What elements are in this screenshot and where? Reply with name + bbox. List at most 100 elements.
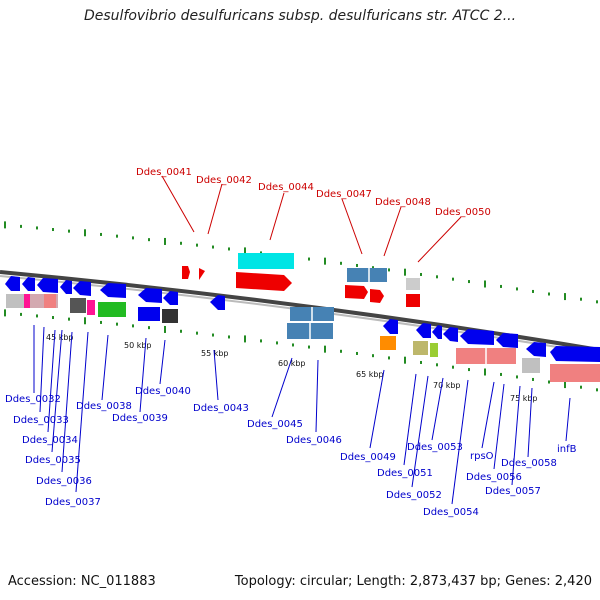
genome-summary-text: Topology: circular; Length: 2,873,437 bp… bbox=[234, 574, 592, 589]
gene-label-bottom[interactable]: Ddes_0054 bbox=[423, 507, 479, 518]
gene-label-top[interactable]: Ddes_0044 bbox=[258, 182, 314, 193]
gene-arrow[interactable] bbox=[370, 289, 384, 303]
gene-label-bottom[interactable]: Ddes_0037 bbox=[45, 497, 101, 508]
gene-arrow[interactable] bbox=[199, 268, 205, 280]
gene-label-bottom[interactable]: Ddes_0058 bbox=[501, 458, 557, 469]
track-tick bbox=[68, 317, 70, 321]
track-tick bbox=[564, 293, 566, 301]
gene-block[interactable] bbox=[87, 300, 95, 315]
track-tick bbox=[4, 221, 6, 229]
gene-block[interactable] bbox=[138, 307, 160, 321]
gene-arrow[interactable] bbox=[138, 288, 162, 303]
gene-block[interactable] bbox=[380, 336, 396, 350]
track-tick bbox=[84, 317, 86, 325]
gene-label-bottom[interactable]: Ddes_0033 bbox=[13, 415, 69, 426]
gene-label-bottom[interactable]: Ddes_0046 bbox=[286, 435, 342, 446]
forward-strand-features bbox=[182, 253, 420, 307]
track-tick bbox=[388, 268, 390, 272]
track-tick bbox=[100, 320, 102, 324]
gene-block[interactable] bbox=[24, 294, 30, 308]
track-tick bbox=[548, 292, 550, 296]
gene-label-bottom[interactable]: Ddes_0045 bbox=[247, 419, 303, 430]
gene-label-bottom[interactable]: Ddes_0052 bbox=[386, 490, 442, 501]
gene-label-top[interactable]: Ddes_0050 bbox=[435, 207, 491, 218]
gene-arrow[interactable] bbox=[5, 276, 20, 291]
gene-block[interactable] bbox=[522, 358, 540, 373]
gene-label-bottom[interactable]: Ddes_0049 bbox=[340, 452, 396, 463]
gene-block[interactable] bbox=[44, 294, 56, 308]
gene-label-bottom[interactable]: infB bbox=[557, 444, 577, 455]
gene-label-bottom[interactable]: Ddes_0057 bbox=[485, 486, 541, 497]
gene-arrow[interactable] bbox=[526, 342, 546, 357]
gene-arrow[interactable] bbox=[550, 346, 600, 362]
track-tick bbox=[484, 280, 486, 288]
gene-arrow[interactable] bbox=[443, 327, 458, 342]
gene-label-bottom[interactable]: Ddes_0038 bbox=[76, 401, 132, 412]
gene-block[interactable] bbox=[6, 294, 24, 308]
track-tick bbox=[212, 333, 214, 337]
gene-label-bottom[interactable]: Ddes_0040 bbox=[135, 386, 191, 397]
gene-label-bottom[interactable]: Ddes_0039 bbox=[112, 413, 168, 424]
track-tick bbox=[420, 360, 422, 364]
gene-arrow[interactable] bbox=[163, 291, 178, 305]
gene-block[interactable] bbox=[238, 253, 294, 269]
track-tick bbox=[228, 247, 230, 251]
gene-arrow[interactable] bbox=[73, 281, 91, 296]
gene-label-top[interactable]: Ddes_0048 bbox=[375, 197, 431, 208]
gene-arrow[interactable] bbox=[345, 285, 368, 299]
gene-label-top[interactable]: Ddes_0047 bbox=[316, 189, 372, 200]
gene-arrow[interactable] bbox=[182, 266, 190, 279]
track-tick bbox=[260, 339, 262, 343]
gene-label-bottom[interactable]: Ddes_0035 bbox=[25, 455, 81, 466]
gene-arrow[interactable] bbox=[100, 283, 126, 298]
gene-arrow[interactable] bbox=[460, 329, 494, 345]
gene-arrow[interactable] bbox=[416, 323, 431, 338]
gene-block[interactable] bbox=[550, 364, 600, 382]
track-tick bbox=[356, 351, 358, 355]
gene-arrow[interactable] bbox=[210, 295, 225, 310]
gene-block[interactable] bbox=[347, 268, 387, 282]
track-tick bbox=[340, 261, 342, 265]
track-tick bbox=[132, 236, 134, 240]
gene-arrow[interactable] bbox=[496, 333, 518, 348]
track-tick bbox=[340, 349, 342, 353]
gene-label-bottom[interactable]: Ddes_0036 bbox=[36, 476, 92, 487]
track-tick bbox=[148, 326, 150, 330]
track-tick bbox=[580, 385, 582, 389]
gene-block[interactable] bbox=[70, 298, 86, 313]
gene-label-bottom[interactable]: Ddes_0032 bbox=[5, 394, 61, 405]
bottom-labels: Ddes_0032 Ddes_0033 Ddes_0034 Ddes_0035 … bbox=[5, 386, 577, 518]
gene-arrow[interactable] bbox=[22, 277, 35, 291]
gene-arrow[interactable] bbox=[236, 272, 292, 291]
gene-block[interactable] bbox=[430, 343, 438, 357]
track-tick bbox=[116, 322, 118, 326]
gene-label-top[interactable]: Ddes_0042 bbox=[196, 175, 252, 186]
track-tick bbox=[4, 309, 6, 317]
gene-arrow[interactable] bbox=[432, 325, 442, 339]
track-tick bbox=[308, 345, 310, 349]
gene-label-bottom[interactable]: rpsO bbox=[470, 451, 494, 462]
outer-dotted-track bbox=[4, 221, 598, 304]
gene-label-bottom[interactable]: Ddes_0051 bbox=[377, 468, 433, 479]
track-tick bbox=[452, 365, 454, 369]
track-tick bbox=[500, 284, 502, 288]
gene-block[interactable] bbox=[162, 309, 178, 323]
gene-label-bottom[interactable]: Ddes_0056 bbox=[466, 472, 522, 483]
gene-label-bottom[interactable]: Ddes_0053 bbox=[407, 442, 463, 453]
track-tick bbox=[212, 245, 214, 249]
gene-arrow[interactable] bbox=[37, 278, 58, 293]
gene-block[interactable] bbox=[406, 294, 420, 307]
track-tick bbox=[68, 229, 70, 233]
track-tick bbox=[388, 356, 390, 360]
gene-block[interactable] bbox=[413, 341, 428, 355]
track-tick bbox=[20, 312, 22, 316]
track-tick bbox=[468, 280, 470, 284]
gene-label-bottom[interactable]: Ddes_0034 bbox=[22, 435, 78, 446]
gene-block[interactable] bbox=[406, 278, 420, 290]
gene-arrow[interactable] bbox=[383, 319, 398, 334]
gene-arrow[interactable] bbox=[60, 280, 72, 294]
gene-label-bottom[interactable]: Ddes_0043 bbox=[193, 403, 249, 414]
gene-block[interactable] bbox=[98, 302, 126, 317]
gene-label-top[interactable]: Ddes_0041 bbox=[136, 167, 192, 178]
track-tick bbox=[84, 229, 86, 237]
